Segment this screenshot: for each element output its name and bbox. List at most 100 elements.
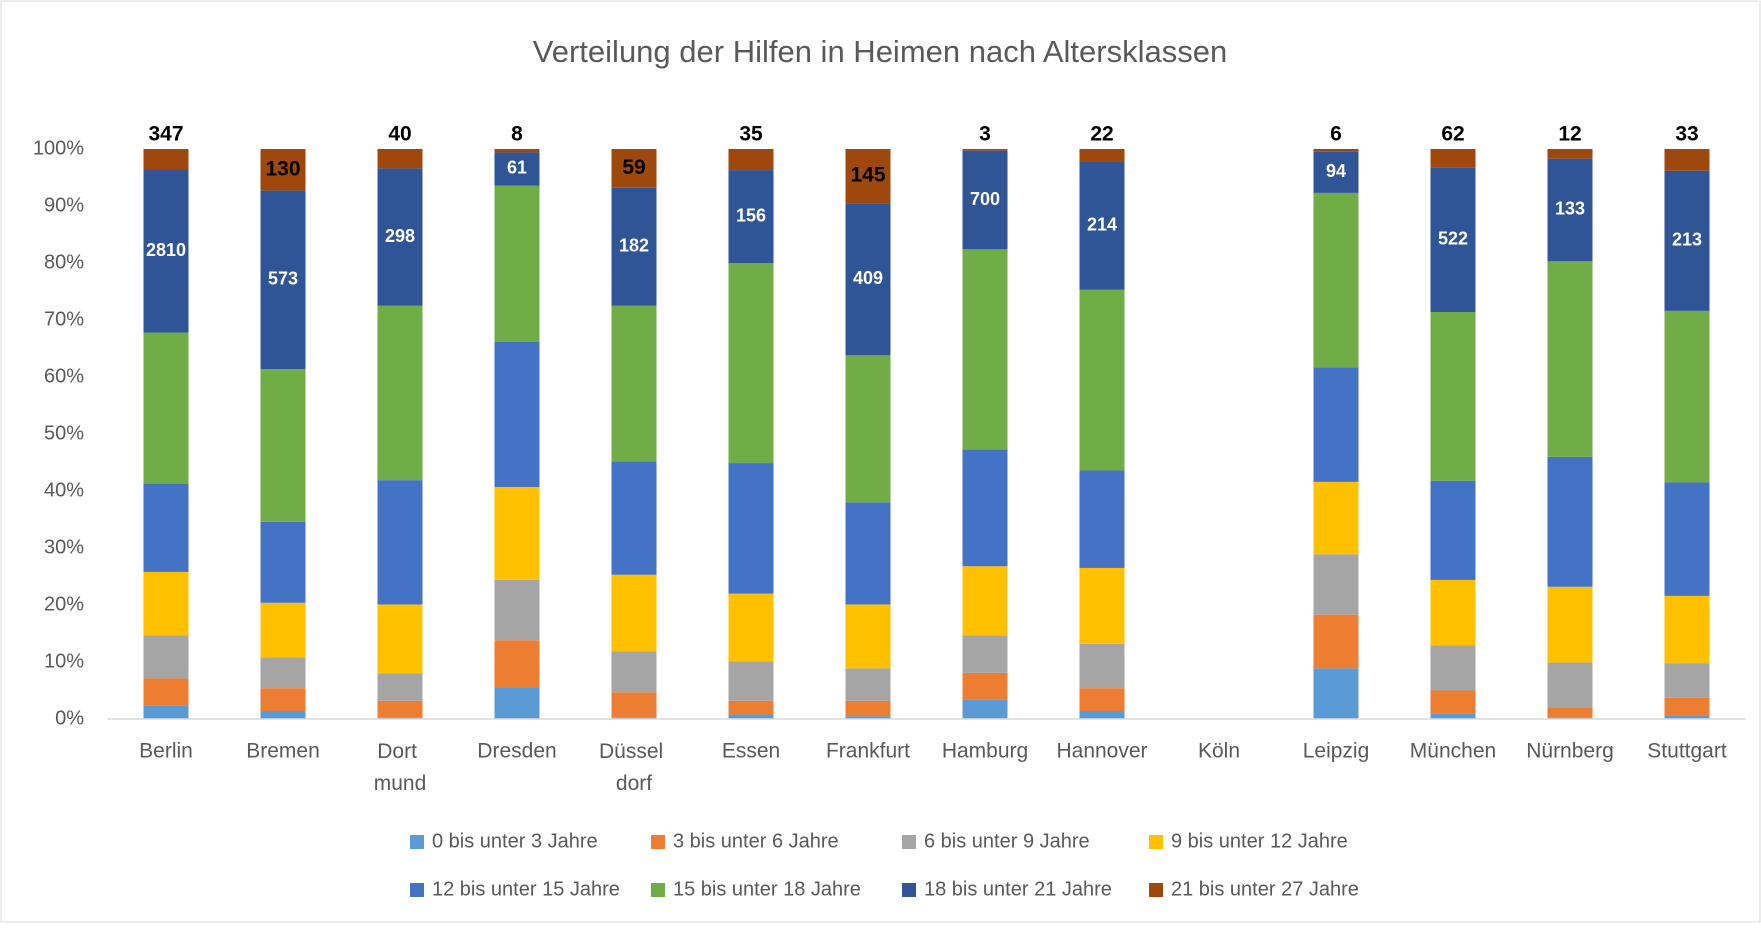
bar-segment (845, 149, 891, 204)
y-tick-label: 90% (44, 194, 84, 216)
bar-segment (494, 579, 540, 641)
bar-segment (377, 604, 423, 674)
bar-segment (143, 169, 189, 333)
y-tick-label: 60% (44, 365, 84, 387)
bar-segment (377, 480, 423, 605)
data-label: 62 (1441, 123, 1464, 146)
legend-label: 0 bis unter 3 Jahre (432, 830, 598, 852)
bar-segment (260, 521, 306, 603)
bar-segment (611, 305, 657, 462)
bar-segment (611, 461, 657, 575)
bar-segment (377, 673, 423, 701)
bar-segment (728, 463, 774, 594)
x-tick-label: Dort mund (374, 740, 427, 795)
y-tick-label: 80% (44, 251, 84, 273)
legend-swatch (902, 883, 916, 897)
bar-segment (260, 602, 306, 658)
bar-segment (143, 635, 189, 679)
data-label: 182 (619, 236, 649, 256)
data-label: 61 (507, 158, 527, 178)
data-label: 59 (622, 156, 645, 179)
bar-segment (1079, 567, 1125, 644)
x-tick-label: Berlin (139, 740, 193, 763)
x-tick-label: Stuttgart (1647, 740, 1727, 763)
bar-segment (1430, 645, 1476, 691)
bar-segment (845, 203, 891, 356)
bar-segment (962, 566, 1008, 636)
legend-swatch (410, 835, 424, 849)
data-label: 522 (1438, 228, 1468, 248)
bar-segment (143, 678, 189, 706)
bar-segment (1313, 192, 1359, 368)
bar-segment (1430, 713, 1476, 719)
data-label: 22 (1090, 123, 1113, 146)
bar-segment (611, 692, 657, 718)
bar-segment (1430, 149, 1476, 168)
bar-segment (1430, 690, 1476, 714)
x-tick-label: Düssel dorf (599, 740, 669, 795)
bar-segment (1547, 261, 1593, 457)
bar-segment (728, 714, 774, 719)
legend-label: 3 bis unter 6 Jahre (673, 830, 839, 852)
bar-segment (962, 149, 1008, 151)
bar-segment (1079, 711, 1125, 719)
bar-segment (962, 449, 1008, 567)
bar-segment (1079, 161, 1125, 290)
bar-segment (1664, 595, 1710, 664)
bar-segment (1313, 151, 1359, 193)
bar-segment (611, 651, 657, 693)
x-tick-label: Hannover (1056, 740, 1147, 763)
bar-segment (260, 369, 306, 522)
data-label: 409 (853, 268, 883, 288)
y-tick-label: 10% (44, 650, 84, 672)
bar-segment (845, 604, 891, 669)
x-tick-label: München (1410, 740, 1496, 763)
bar-segment (1547, 586, 1593, 663)
bar-segment (1664, 149, 1710, 171)
x-tick-label: Essen (722, 740, 780, 763)
legend-swatch (651, 835, 665, 849)
x-tick-label: Nürnberg (1526, 740, 1614, 763)
bar-segment (962, 635, 1008, 673)
legend-swatch (1149, 835, 1163, 849)
bar-segment (1430, 167, 1476, 313)
bar-segment (1547, 456, 1593, 587)
bar-segment (1313, 149, 1359, 152)
bar-segment (1079, 289, 1125, 471)
bar-segment (611, 574, 657, 652)
y-tick-label: 70% (44, 308, 84, 330)
data-label: 130 (265, 157, 300, 180)
bar-segment (494, 152, 540, 186)
bar-segment (1547, 158, 1593, 262)
data-label: 8 (511, 123, 523, 146)
data-label: 298 (385, 226, 415, 246)
bar-segment (1313, 668, 1359, 719)
bar-segment (1313, 554, 1359, 615)
y-tick-label: 20% (44, 593, 84, 615)
bar-segment (1664, 715, 1710, 719)
bar-segment (143, 571, 189, 636)
bar-segment (143, 705, 189, 719)
legend-swatch (410, 883, 424, 897)
legend-swatch (1149, 883, 1163, 897)
bar-segment (1547, 662, 1593, 708)
bar-segment (377, 149, 423, 169)
bar-segment (1547, 707, 1593, 718)
bar-segment (494, 487, 540, 580)
legend-label: 12 bis unter 15 Jahre (432, 878, 620, 900)
bar-segment (377, 168, 423, 306)
bar-segment (1664, 482, 1710, 596)
bar-segment (845, 355, 891, 503)
bar-segment (1430, 579, 1476, 646)
bar-segment (494, 640, 540, 688)
bar-segment (494, 185, 540, 342)
bar-segment (1430, 480, 1476, 580)
bar-segment (728, 149, 774, 171)
bar-segment (611, 187, 657, 306)
data-label: 33 (1675, 123, 1698, 146)
bar-segment (728, 593, 774, 662)
bar-segment (845, 716, 891, 719)
bar-segment (962, 699, 1008, 719)
data-label: 573 (268, 269, 298, 289)
